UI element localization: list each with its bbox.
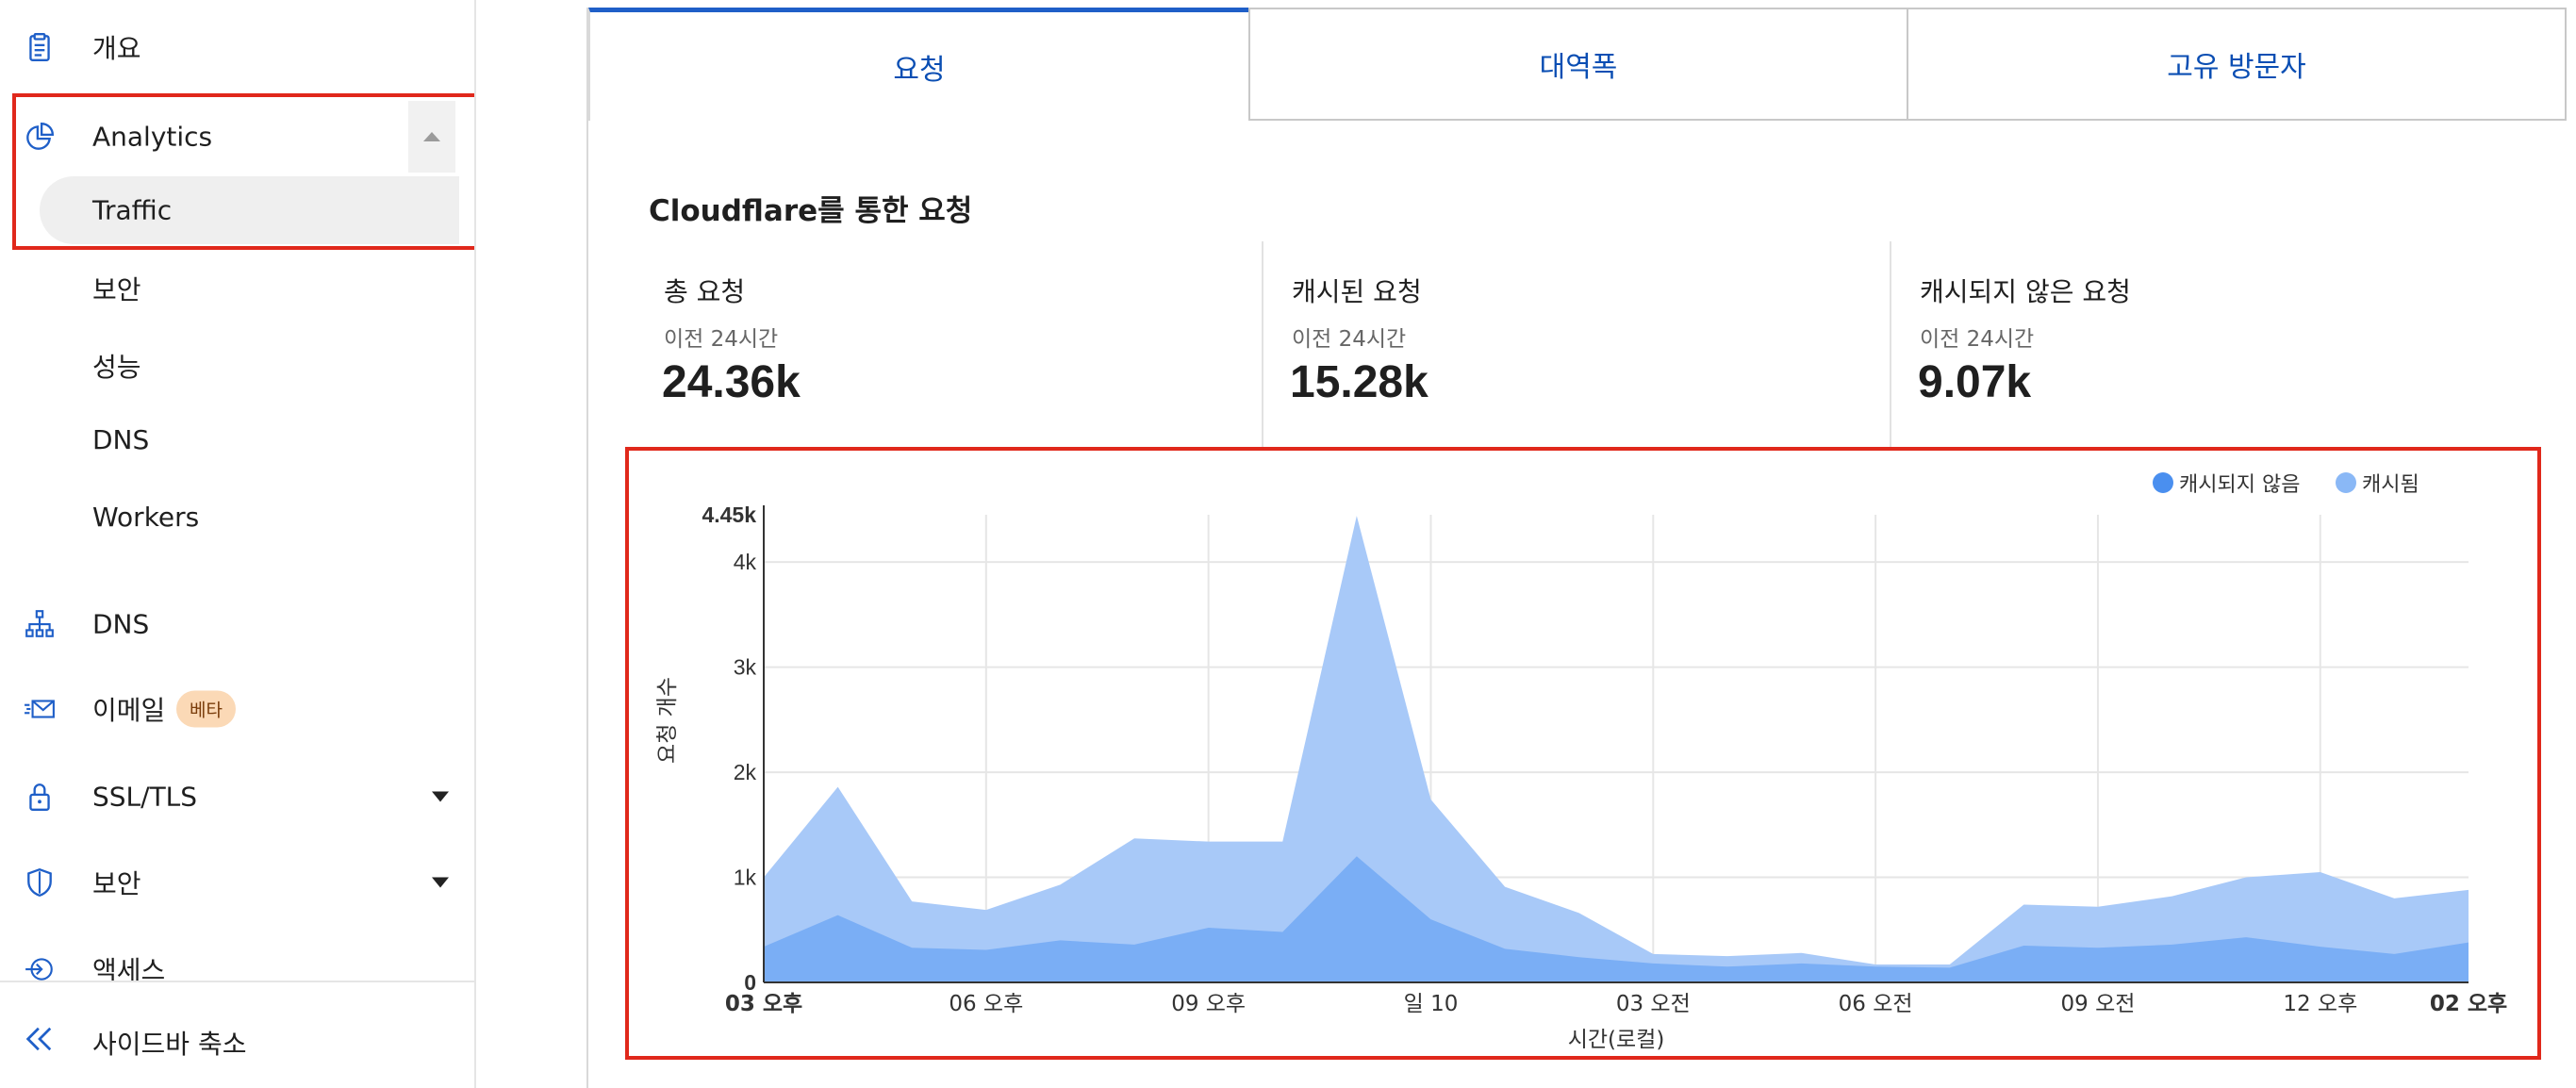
stat-name: 캐시되지 않은 요청 [1920,276,2131,307]
area-series-cached [764,516,2469,982]
legend-label-cached: 캐시됨 [2362,473,2419,497]
chevron-down-icon [432,791,449,802]
legend-label-uncached: 캐시되지 않음 [2179,473,2301,497]
x-tick-label: 12 오후 [2283,992,2357,1016]
pie-chart-icon [21,118,58,156]
nav-traffic-label: Traffic [92,194,173,226]
beta-badge: 베타 [176,690,236,728]
sidebar: 개요 Analytics Traffic 보안 성능 DNS Workers D… [0,0,476,1088]
stat-period: 이전 24시간 [664,327,779,352]
stat-name: 총 요청 [664,276,746,307]
tab-bandwidth[interactable]: 대역폭 [1248,8,1908,121]
stat-total-requests: 총 요청 이전 24시간 24.36k [649,232,1277,444]
nav-email[interactable]: 이메일 베타 [0,671,474,747]
nav-analytics-security[interactable]: 보안 [92,274,141,305]
double-chevron-left-icon [23,1022,57,1056]
nav-ssl-tls-label: SSL/TLS [92,781,198,813]
tab-requests[interactable]: 요청 [588,8,1248,121]
analytics-panel: 요청 대역폭 고유 방문자 Cloudflare를 통한 요청 총 요청 이전 … [586,8,2567,1088]
x-tick-label: 03 오전 [1616,992,1691,1016]
email-icon [21,690,58,728]
chevron-up-icon [423,132,440,141]
x-tick-label: 09 오전 [2061,992,2136,1016]
chevron-down-icon [432,877,449,888]
legend-item-uncached[interactable]: 캐시되지 않음 [2153,468,2300,498]
y-axis-title: 요청 개수 [655,677,680,764]
nav-dns[interactable]: DNS [0,586,474,662]
legend-item-cached[interactable]: 캐시됨 [2336,468,2419,498]
clipboard-icon [21,28,58,66]
nav-email-label: 이메일 [92,695,166,726]
legend-swatch-uncached [2153,472,2173,493]
y-tick-label: 0 [744,970,756,995]
nav-dns-label: DNS [92,608,150,640]
section-title: Cloudflare를 통한 요청 [649,194,973,228]
y-tick-label: 3k [734,655,757,680]
stat-divider [1890,241,1891,449]
y-tick-label: 2k [734,760,757,784]
stat-cached-requests: 캐시된 요청 이전 24시간 15.28k [1277,232,1905,444]
y-max-label: 4.45k [702,503,756,527]
stat-value: 24.36k [662,357,801,407]
requests-chart: 캐시되지 않음 캐시됨 0 1k 2k 3k 4k 4.45k 03 오후 06 오후 09 오… [625,447,2541,1060]
sidebar-collapse-label: 사이드바 축소 [92,1029,247,1060]
main-content: 요청 대역폭 고유 방문자 Cloudflare를 통한 요청 총 요청 이전 … [586,0,2576,1088]
nav-analytics-dns[interactable]: DNS [92,424,150,455]
nav-ssl-tls[interactable]: SSL/TLS [0,759,474,834]
x-tick-label: 09 오후 [1171,992,1246,1016]
tab-unique-visitors[interactable]: 고유 방문자 [1907,8,2567,121]
nav-overview[interactable]: 개요 [0,9,474,85]
stat-period: 이전 24시간 [1292,327,1407,352]
highlight-box-analytics [12,93,474,250]
stat-value: 15.28k [1290,357,1428,407]
stat-uncached-requests: 캐시되지 않은 요청 이전 24시간 9.07k [1905,232,2533,444]
access-icon [21,950,58,988]
y-tick-label: 1k [734,865,757,890]
nav-security[interactable]: 보안 [0,845,474,920]
x-tick-label: 06 오전 [1839,992,1913,1016]
stat-name: 캐시된 요청 [1292,276,1422,307]
stat-divider [1262,241,1263,449]
nav-analytics-performance[interactable]: 성능 [92,352,141,383]
analytics-collapse-toggle[interactable] [408,101,455,173]
nav-overview-label: 개요 [92,33,141,64]
nav-analytics[interactable]: Analytics [17,101,409,173]
sidebar-collapse-button[interactable]: 사이드바 축소 [0,981,474,1088]
network-icon [21,605,58,643]
lock-icon [21,778,58,816]
nav-analytics-label: Analytics [92,121,213,153]
nav-security-label: 보안 [92,868,141,899]
shield-icon [21,864,58,901]
x-axis-title: 시간(로컬) [1568,1028,1665,1052]
nav-traffic[interactable]: Traffic [40,176,459,244]
nav-analytics-workers[interactable]: Workers [92,502,200,533]
x-tick-label: 03 오후 [725,992,802,1016]
area-series-uncached [764,856,2469,982]
chart-canvas: 0 1k 2k 3k 4k 4.45k 03 오후 06 오후 09 오후 일 10 03 오전 06… [655,503,2507,1052]
y-tick-label: 4k [734,550,757,574]
metric-tabs: 요청 대역폭 고유 방문자 [588,8,2567,121]
stat-period: 이전 24시간 [1920,327,2035,352]
x-tick-label: 02 오후 [2430,992,2507,1016]
x-tick-label: 06 오후 [949,992,1023,1016]
legend-swatch-cached [2336,472,2356,493]
x-tick-label: 일 10 [1404,992,1459,1016]
stat-value: 9.07k [1918,357,2032,407]
